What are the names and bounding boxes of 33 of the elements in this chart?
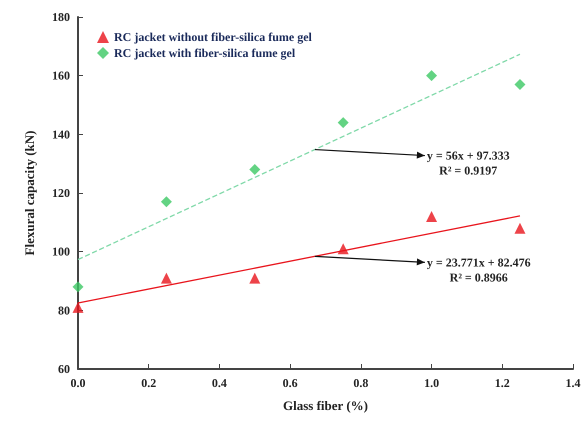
point bbox=[514, 78, 526, 90]
y-tick-label: 180 bbox=[52, 10, 70, 24]
point bbox=[338, 117, 349, 128]
x-tick-label: 0.6 bbox=[282, 376, 298, 390]
x-tick-label: 1.0 bbox=[424, 376, 440, 390]
x-tick-label: 1.2 bbox=[494, 376, 510, 390]
y-tick-label: 60 bbox=[58, 362, 70, 376]
legend-label: RC jacket with fiber-silica fume gel bbox=[114, 46, 296, 60]
x-tick-label: 0.4 bbox=[212, 376, 227, 390]
point bbox=[72, 302, 84, 313]
point bbox=[426, 70, 438, 82]
annotation: y = 23.771x + 82.476 R² = 0.8966 bbox=[426, 255, 531, 284]
point bbox=[72, 281, 84, 292]
legend-label: RC jacket without fiber-silica fume gel bbox=[114, 30, 313, 44]
point bbox=[249, 164, 260, 176]
x-axis-title: Glass fiber (%) bbox=[283, 398, 368, 413]
x-tick-label: 0.0 bbox=[70, 376, 86, 390]
y-axis-title: Flexural capacity (kN) bbox=[22, 130, 37, 256]
y-tick-label: 120 bbox=[52, 186, 70, 200]
point bbox=[249, 272, 260, 284]
point bbox=[160, 272, 172, 284]
point bbox=[426, 210, 438, 222]
y-tick-label: 80 bbox=[58, 303, 70, 318]
x-tick-label: 1.4 bbox=[566, 376, 580, 390]
x-tick-label: 0.8 bbox=[353, 376, 368, 390]
point bbox=[338, 243, 349, 254]
y-tick-label: 100 bbox=[52, 244, 70, 259]
point bbox=[160, 196, 172, 208]
point bbox=[514, 222, 526, 234]
x-tick-label: 0.2 bbox=[141, 376, 156, 390]
annotation: y = 56x + 97.333 R² = 0.9197 bbox=[426, 148, 510, 178]
y-tick-label: 160 bbox=[52, 68, 70, 83]
y-tick-label: 140 bbox=[52, 127, 70, 142]
